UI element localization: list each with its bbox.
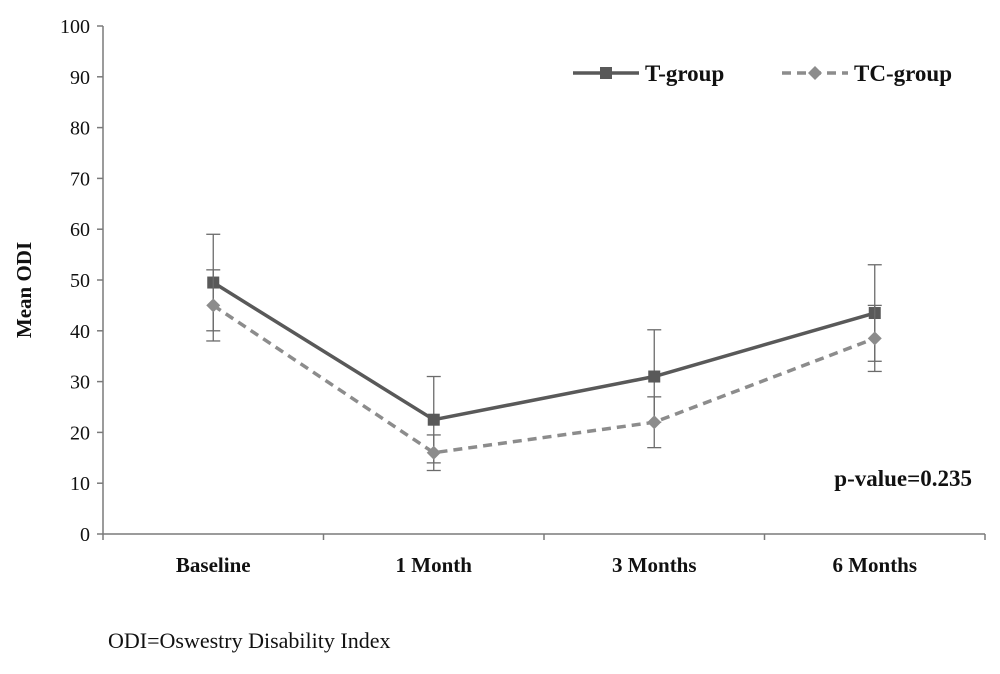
y-tick-label: 100 bbox=[60, 16, 90, 38]
data-point bbox=[206, 298, 221, 313]
series-line bbox=[212, 281, 876, 422]
y-tick-label: 40 bbox=[70, 321, 90, 343]
series-TC-group bbox=[206, 269, 882, 472]
x-tick-label: 6 Months bbox=[832, 553, 917, 577]
series-line bbox=[212, 303, 876, 455]
legend-label: TC-group bbox=[854, 61, 952, 86]
y-tick-label: 90 bbox=[70, 67, 90, 89]
x-axis: Baseline 1 Month 3 Months 6 Months bbox=[102, 533, 986, 577]
p-value-annotation: p-value=0.235 bbox=[834, 466, 972, 491]
legend: T-group TC-group bbox=[573, 61, 952, 86]
data-point bbox=[427, 413, 440, 426]
y-tick-label: 70 bbox=[70, 168, 90, 190]
legend-marker bbox=[600, 67, 612, 79]
x-tick-label: Baseline bbox=[176, 553, 251, 577]
y-tick-label: 60 bbox=[70, 219, 90, 241]
footnote: ODI=Oswestry Disability Index bbox=[108, 628, 391, 653]
legend-marker bbox=[808, 66, 822, 80]
y-tick-label: 50 bbox=[70, 270, 90, 292]
y-tick-label: 80 bbox=[70, 118, 90, 140]
data-point bbox=[426, 445, 441, 460]
data-point bbox=[647, 415, 662, 430]
legend-item: TC-group bbox=[782, 61, 952, 86]
y-tick-label: 0 bbox=[80, 524, 90, 546]
y-axis-title: Mean ODI bbox=[12, 242, 36, 338]
y-tick-label: 30 bbox=[70, 372, 90, 394]
x-tick-label: 3 Months bbox=[612, 553, 697, 577]
series-layer bbox=[206, 233, 882, 472]
y-axis: 0 10 20 30 40 50 60 70 80 90 100 bbox=[60, 16, 104, 546]
legend-label: T-group bbox=[645, 61, 724, 86]
y-tick-label: 10 bbox=[70, 473, 90, 495]
x-tick-label: 1 Month bbox=[396, 553, 473, 577]
y-tick-label: 20 bbox=[70, 422, 90, 444]
series-T-group bbox=[206, 233, 882, 464]
data-point bbox=[648, 370, 661, 383]
legend-item: T-group bbox=[573, 61, 724, 86]
data-point bbox=[867, 331, 882, 346]
